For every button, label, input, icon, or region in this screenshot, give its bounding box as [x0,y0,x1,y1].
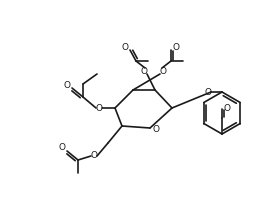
Text: O: O [172,43,180,51]
Text: O: O [91,151,97,161]
Text: O: O [58,143,66,151]
Text: O: O [205,88,212,96]
Text: O: O [159,67,166,75]
Text: O: O [153,126,159,134]
Text: O: O [95,104,103,112]
Text: O: O [141,67,147,75]
Text: O: O [224,104,230,112]
Text: O: O [63,81,70,89]
Text: O: O [122,43,128,51]
